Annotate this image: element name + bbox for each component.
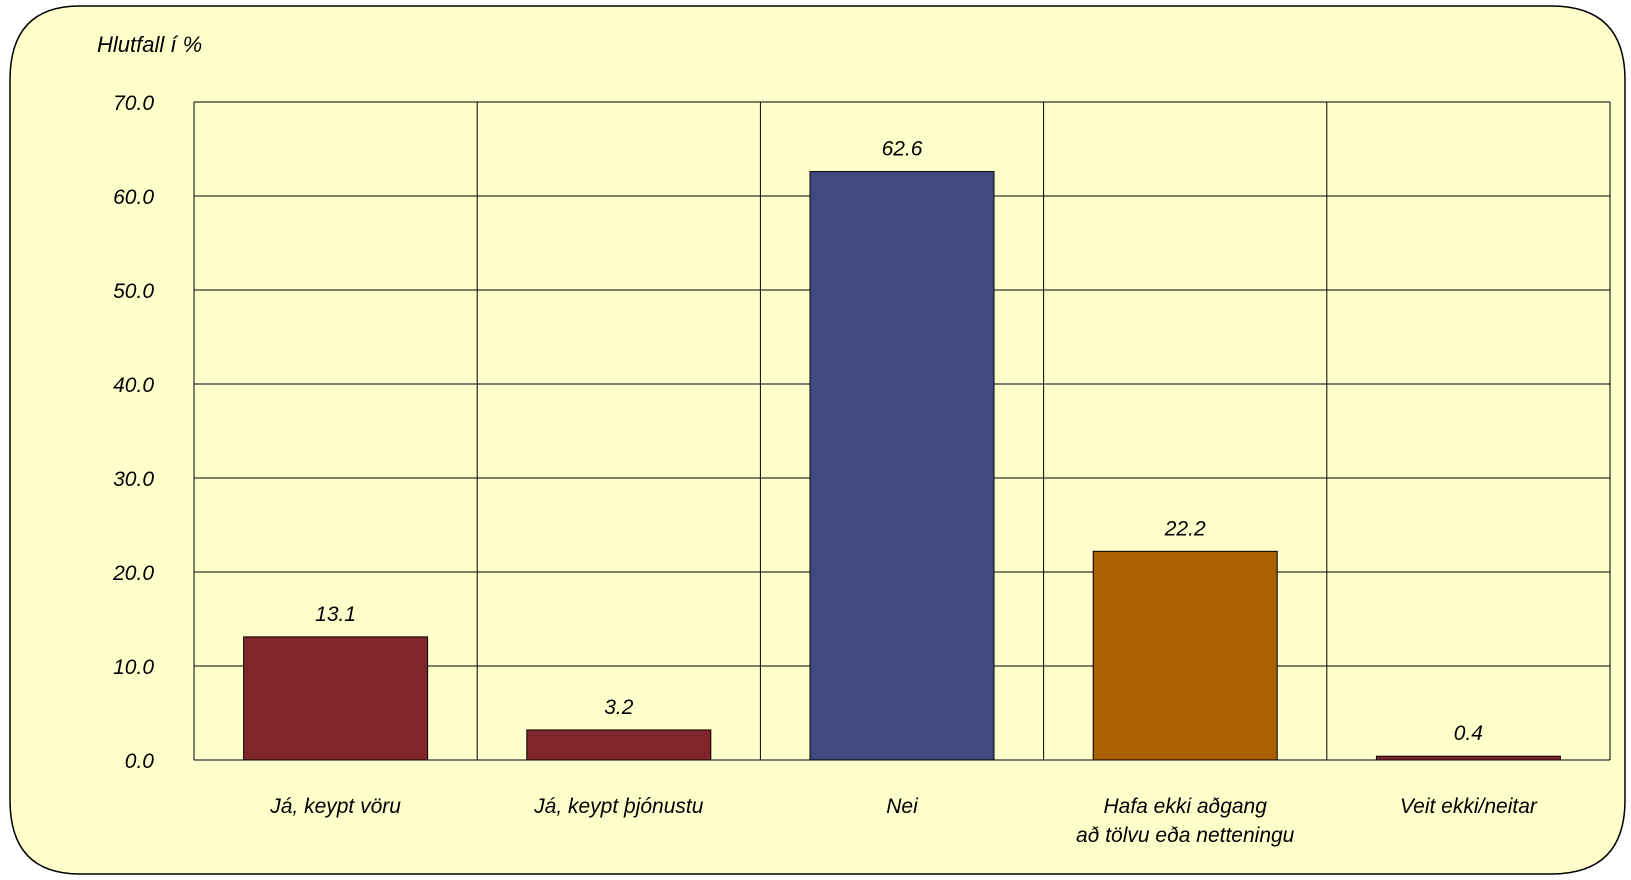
y-tick-label: 60.0 <box>113 186 154 209</box>
data-label: 13.1 <box>315 603 356 626</box>
y-tick-label: 20.0 <box>112 562 154 585</box>
data-label: 0.4 <box>1454 722 1483 745</box>
data-label: 62.6 <box>882 138 923 161</box>
y-tick-label: 10.0 <box>113 656 154 679</box>
bar <box>526 729 712 761</box>
bar <box>1092 550 1278 761</box>
y-tick-label: 70.0 <box>113 92 154 115</box>
x-tick-label: Já, keypt vöru <box>269 795 401 818</box>
bar <box>1375 755 1561 761</box>
x-tick-label: Nei <box>886 795 919 818</box>
y-tick-label: 30.0 <box>113 468 154 491</box>
x-tick-label: Já, keypt þjónustu <box>533 795 704 818</box>
bar <box>243 636 429 761</box>
y-tick-label: 50.0 <box>113 280 154 303</box>
labels-layer: 0.0 10.0 20.0 30.0 40.0 50.0 60.0 70.0 13.1 Já, k… <box>112 92 1538 847</box>
data-label: 3.2 <box>604 696 634 719</box>
y-tick-label: 0.0 <box>125 750 155 773</box>
data-label: 22.2 <box>1164 517 1206 540</box>
y-tick-label: 40.0 <box>113 374 154 397</box>
y-axis-label: Hlutfall í % <box>97 32 202 57</box>
x-tick-label: Hafa ekki aðgang að tölvu eða netteningu <box>1076 795 1295 847</box>
bars-layer <box>243 171 1561 761</box>
x-tick-label: Veit ekki/neitar <box>1400 795 1538 818</box>
bar <box>809 171 995 761</box>
